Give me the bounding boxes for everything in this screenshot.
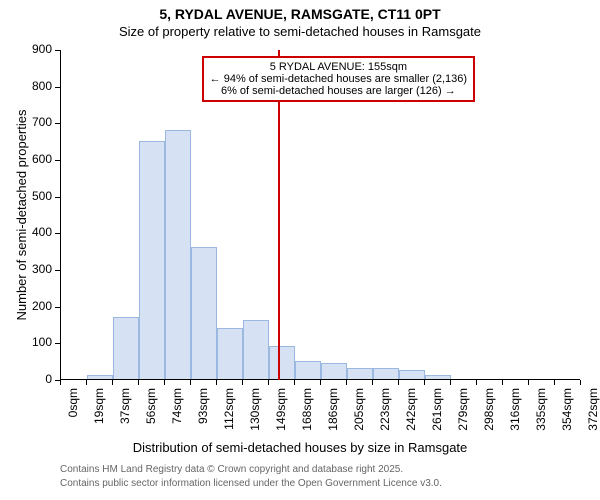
y-tick (55, 87, 60, 88)
x-tick (554, 380, 555, 385)
x-tick-label: 242sqm (404, 388, 418, 438)
x-tick-label: 56sqm (144, 388, 158, 438)
x-tick (86, 380, 87, 385)
x-tick (398, 380, 399, 385)
y-tick-label: 800 (0, 79, 52, 93)
y-tick-label: 900 (0, 42, 52, 56)
x-tick (476, 380, 477, 385)
x-tick-label: 186sqm (326, 388, 340, 438)
y-tick-label: 300 (0, 262, 52, 276)
y-axis-label: Number of semi-detached properties (14, 50, 29, 380)
x-tick-label: 372sqm (586, 388, 600, 438)
x-tick (190, 380, 191, 385)
x-tick (242, 380, 243, 385)
x-tick-label: 354sqm (560, 388, 574, 438)
x-tick-label: 335sqm (534, 388, 548, 438)
marker-callout: 5 RYDAL AVENUE: 155sqm← 94% of semi-deta… (202, 56, 475, 102)
x-tick-label: 0sqm (66, 388, 80, 438)
x-tick-label: 19sqm (92, 388, 106, 438)
histogram-bar (373, 368, 399, 379)
x-tick-label: 112sqm (222, 388, 236, 438)
x-tick (60, 380, 61, 385)
x-tick (580, 380, 581, 385)
y-tick-label: 700 (0, 115, 52, 129)
histogram-bar (321, 363, 347, 380)
x-tick (424, 380, 425, 385)
histogram-bar (347, 368, 373, 379)
x-tick-label: 316sqm (508, 388, 522, 438)
histogram-bar (269, 346, 295, 379)
x-tick (320, 380, 321, 385)
x-axis-title: Distribution of semi-detached houses by … (0, 440, 600, 455)
footer-copyright: Contains HM Land Registry data © Crown c… (60, 464, 403, 475)
x-tick-label: 168sqm (300, 388, 314, 438)
callout-larger: 6% of semi-detached houses are larger (1… (210, 85, 467, 97)
y-tick-label: 500 (0, 189, 52, 203)
y-tick (55, 197, 60, 198)
x-tick-label: 223sqm (378, 388, 392, 438)
x-tick (502, 380, 503, 385)
x-tick-label: 261sqm (430, 388, 444, 438)
y-tick (55, 123, 60, 124)
y-tick-label: 100 (0, 335, 52, 349)
x-tick-label: 74sqm (170, 388, 184, 438)
histogram-bar (165, 130, 191, 379)
y-tick-label: 400 (0, 225, 52, 239)
x-tick (216, 380, 217, 385)
x-tick (528, 380, 529, 385)
chart-subtitle: Size of property relative to semi-detach… (0, 24, 600, 39)
histogram-bar (139, 141, 165, 379)
footer-licence: Contains public sector information licen… (60, 478, 442, 489)
histogram-bar (87, 375, 113, 379)
histogram-bar (243, 320, 269, 379)
y-tick (55, 270, 60, 271)
y-tick (55, 50, 60, 51)
x-tick-label: 205sqm (352, 388, 366, 438)
callout-smaller: ← 94% of semi-detached houses are smalle… (210, 73, 467, 85)
x-tick-label: 149sqm (274, 388, 288, 438)
x-tick (164, 380, 165, 385)
x-tick-label: 279sqm (456, 388, 470, 438)
x-tick (372, 380, 373, 385)
y-tick (55, 160, 60, 161)
y-tick-label: 0 (0, 372, 52, 386)
y-tick-label: 600 (0, 152, 52, 166)
histogram-bar (295, 361, 321, 379)
x-tick-label: 37sqm (118, 388, 132, 438)
x-tick-label: 130sqm (248, 388, 262, 438)
y-tick (55, 307, 60, 308)
callout-title: 5 RYDAL AVENUE: 155sqm (210, 61, 467, 73)
x-tick (346, 380, 347, 385)
y-tick (55, 343, 60, 344)
histogram-bar (399, 370, 425, 379)
histogram-bar (425, 375, 451, 379)
x-tick-label: 93sqm (196, 388, 210, 438)
x-tick-label: 298sqm (482, 388, 496, 438)
x-tick (450, 380, 451, 385)
histogram-bar (113, 317, 139, 379)
y-tick-label: 200 (0, 299, 52, 313)
x-tick (268, 380, 269, 385)
y-tick (55, 233, 60, 234)
x-tick (138, 380, 139, 385)
x-tick (112, 380, 113, 385)
histogram-bar (191, 247, 217, 379)
histogram-bar (217, 328, 243, 379)
chart-title: 5, RYDAL AVENUE, RAMSGATE, CT11 0PT (0, 6, 600, 22)
x-tick (294, 380, 295, 385)
